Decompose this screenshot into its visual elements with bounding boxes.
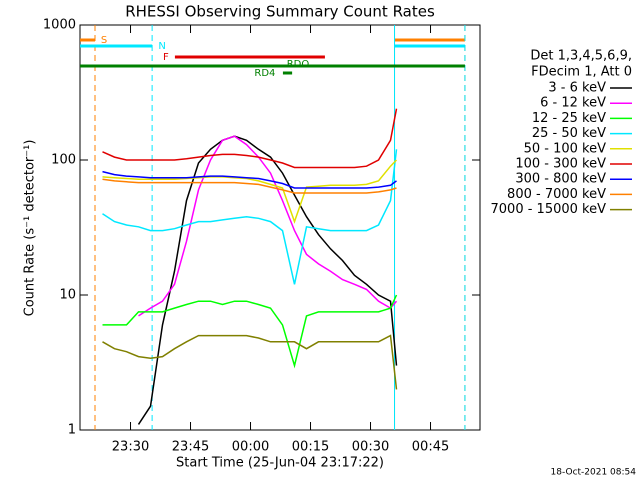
chart-title: RHESSI Observing Summary Count Rates (125, 3, 435, 21)
legend-label: 25 - 50 keV (532, 126, 606, 141)
legend-label: 7000 - 15000 keV (491, 202, 607, 217)
legend-label: 6 - 12 keV (540, 96, 606, 111)
x-axis-label: Start Time (25-Jun-04 23:17:22) (176, 456, 384, 471)
legend-label: 50 - 100 keV (524, 141, 607, 156)
legend-label: 800 - 7000 keV (507, 187, 606, 202)
x-tick-label: 00:00 (232, 440, 269, 455)
x-tick-label: 00:45 (412, 440, 449, 455)
legend-label: 3 - 6 keV (548, 81, 606, 96)
series-line (102, 178, 397, 194)
flag-label: N (158, 41, 165, 52)
y-axis-label: Count Rate (s⁻¹ detector⁻¹) (23, 140, 38, 317)
x-tick-label: 23:30 (112, 440, 149, 455)
series-line (138, 135, 398, 317)
flag-label: RDO (287, 59, 310, 70)
series-line (102, 334, 398, 390)
footer: 18-Oct-2021 08:54 (551, 468, 637, 478)
y-tick-label: 10 (59, 288, 76, 303)
legend-label: 12 - 25 keV (532, 111, 606, 126)
series-line (102, 294, 398, 369)
flag-label: RD4 (254, 68, 275, 79)
series-line (137, 135, 398, 425)
y-tick-label: 1000 (43, 18, 76, 33)
x-tick-label: 00:30 (352, 440, 389, 455)
series-line (102, 159, 398, 224)
x-tick-label: 23:45 (172, 440, 209, 455)
y-tick-label: 100 (51, 153, 76, 168)
legend-label: 300 - 800 keV (515, 172, 606, 187)
flag-label: F (163, 52, 169, 63)
flag-label: S (101, 35, 107, 46)
x-tick-label: 00:15 (292, 440, 329, 455)
legend-title: FDecim 1, Att 0 (531, 65, 632, 80)
plot-frame (79, 24, 481, 431)
series-line (102, 149, 398, 285)
series-line (102, 108, 398, 169)
y-tick-label: 1 (68, 423, 76, 438)
legend-title: Det 1,3,4,5,6,9, (530, 49, 632, 64)
series-line (102, 170, 397, 189)
legend-label: 100 - 300 keV (515, 157, 606, 172)
